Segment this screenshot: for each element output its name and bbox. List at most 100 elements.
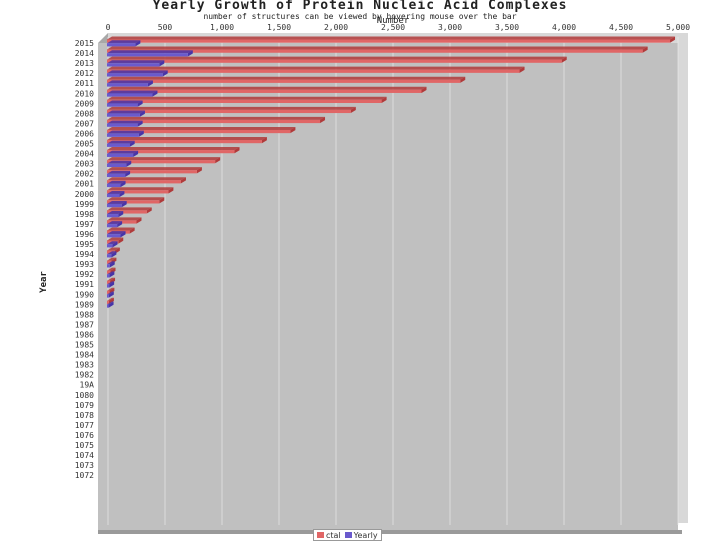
bar-yearly-2006[interactable] [107,133,139,137]
bar-yearly-2012[interactable] [107,73,163,77]
y-tick-label: 2010 [75,89,94,98]
y-tick-label: 1996 [75,230,94,239]
bar-total-2003[interactable] [107,160,216,164]
bar-total-2013-top [107,56,567,60]
bar-total-2012[interactable] [107,69,520,73]
bar-yearly-2000[interactable] [107,193,120,198]
plot-bottom-edge [98,530,682,534]
bar-yearly-1999[interactable] [107,204,122,208]
bar-total-2001[interactable] [107,180,181,184]
bar-yearly-2011[interactable] [107,83,148,87]
bar-yearly-2014[interactable] [107,53,188,57]
bar-yearly-2015[interactable] [107,43,136,47]
x-tick-label: 0 [106,23,111,32]
y-tick-label: 19A [80,381,95,390]
bar-yearly-2009[interactable] [107,103,138,107]
bar-yearly-2008[interactable] [107,113,140,117]
bar-total-2007-end [320,116,326,124]
bar-yearly-1997-end [117,221,123,228]
bar-yearly-1996[interactable] [107,234,121,238]
bar-yearly-2005[interactable] [107,143,130,147]
bar-yearly-1998[interactable] [107,214,119,218]
bar-total-2009-end [381,96,387,103]
y-tick-label: 1072 [75,471,94,480]
bar-yearly-2006-end [138,130,144,137]
bar-total-2004[interactable] [107,150,235,154]
bar-total-2015[interactable] [107,39,671,43]
bar-yearly-2007-end [137,120,143,127]
bar-total-1998[interactable] [107,210,147,214]
bar-total-2005[interactable] [107,140,262,144]
bar-yearly-2003[interactable] [107,163,127,167]
bar-total-1993[interactable] [107,260,112,264]
bar-total-2014[interactable] [107,49,643,53]
bar-total-1989[interactable] [107,300,109,304]
y-tick-label: 2007 [75,119,94,128]
bar-total-1999-top [107,197,165,201]
bar-yearly-1990-top [107,291,114,295]
bar-yearly-2010[interactable] [107,93,153,97]
bar-yearly-1997[interactable] [107,224,118,228]
y-tick-label: 1987 [75,320,94,329]
bar-yearly-2013-top [107,60,165,64]
y-tick-label: 1080 [75,391,94,400]
bar-total-2006[interactable] [107,129,291,134]
bar-total-1998-top [107,207,152,211]
y-tick-label: 1997 [75,220,94,229]
bar-total-1997-end [136,217,142,224]
bar-yearly-2008-top [107,110,145,114]
legend-item-total[interactable]: ctal [317,531,341,540]
bar-yearly-1994[interactable] [107,254,112,258]
bar-total-2008[interactable] [107,109,351,114]
bar-total-2002-end [196,167,202,174]
bar-yearly-1992[interactable] [107,274,110,278]
y-tick-label: 1076 [75,431,94,440]
y-tick-label: 1073 [75,461,94,470]
bar-yearly-1990[interactable] [107,294,109,298]
bar-total-1992[interactable] [107,270,111,274]
bar-yearly-2004[interactable] [107,153,134,157]
bar-yearly-2001-end [120,180,126,188]
bar-yearly-1989-top [107,301,114,305]
bar-total-2011[interactable] [107,79,461,83]
y-tick-label: 1989 [75,300,94,309]
legend-item-yearly[interactable]: Yearly [344,530,378,540]
y-tick-label: 1074 [75,451,94,460]
bar-total-2000[interactable] [107,190,169,194]
bar-yearly-1993[interactable] [107,264,110,268]
bar-yearly-1989[interactable] [107,304,109,308]
bar-yearly-1991[interactable] [107,284,110,288]
bar-total-2001-top [107,177,186,181]
y-tick-label: 1984 [75,351,94,360]
bar-yearly-1996-end [120,231,126,238]
bar-total-1990[interactable] [107,290,110,294]
bar-yearly-2002-top [107,170,131,174]
bar-total-1991[interactable] [107,280,111,284]
bar-total-2011-top [107,76,466,80]
bar-yearly-2001[interactable] [107,183,121,188]
y-tick-label: 1983 [75,361,94,370]
legend-label-yearly: Yearly [353,530,378,540]
bar-yearly-2010-top [107,90,158,94]
bar-yearly-2007[interactable] [107,123,138,127]
bar-total-2002[interactable] [107,170,197,174]
x-tick-label: 4,500 [609,23,633,32]
legend-swatch-yearly [344,532,352,538]
bar-total-2009-top [107,96,387,100]
bar-total-2010[interactable] [107,89,422,93]
bar-total-2007[interactable] [107,119,321,124]
bar-total-2000-top [107,187,174,191]
bar-total-2009[interactable] [107,99,382,103]
bar-yearly-2013[interactable] [107,63,160,67]
bar-total-2000-end [168,187,174,194]
bar-yearly-1995[interactable] [107,244,113,248]
y-tick-label: 1992 [75,270,94,279]
bar-yearly-2003-end [126,160,132,167]
bar-yearly-2000-top [107,190,125,194]
bar-yearly-2000-end [119,190,125,198]
bar-yearly-2002[interactable] [107,173,126,178]
bar-total-2013[interactable] [107,59,562,63]
bar-total-2015-top [107,36,676,40]
y-tick-label: 1990 [75,290,94,299]
bar-total-1999[interactable] [107,200,160,204]
